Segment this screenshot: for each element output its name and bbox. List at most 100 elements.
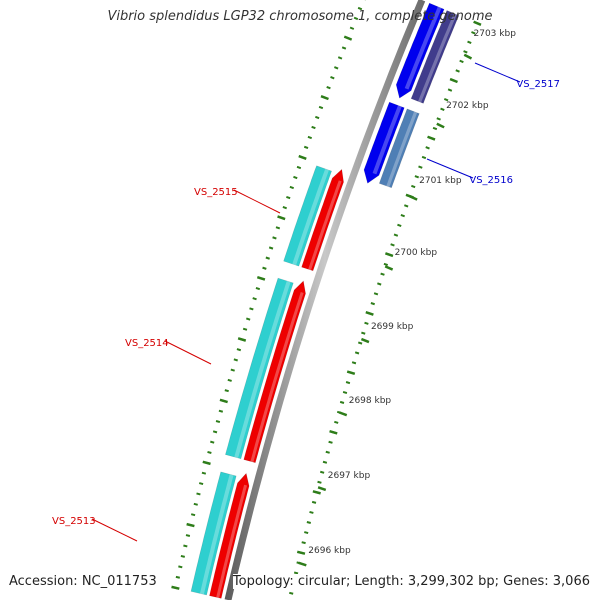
minor-tick-right [421,155,427,160]
minor-tick-right [293,571,299,575]
major-tick-right [449,77,458,84]
minor-tick-left [236,348,242,352]
minor-tick-left [318,105,324,110]
gene-arrow-vs_2516-highlight [372,105,402,175]
minor-tick-left [286,195,291,200]
minor-tick-left [349,26,355,30]
minor-tick-right [393,233,399,237]
minor-tick-left [196,492,201,496]
minor-tick-left [224,389,229,393]
minor-tick-right [440,107,445,111]
minor-tick-right [447,88,453,92]
backbone-strand [224,0,426,600]
scale-label-tick [298,561,307,567]
minor-tick-left [242,327,248,331]
cds-bar-vs_2514-highlight [234,280,291,459]
minor-tick-left [311,125,316,130]
minor-tick-left [207,450,212,454]
scale-label: 2703 kbp [474,29,517,39]
minor-tick-left [175,575,181,579]
gene-label-vs_2515: VS_2515 [194,187,238,198]
major-tick-left [219,398,228,404]
scale-label-tick [384,265,394,271]
major-tick-right [312,490,321,495]
minor-tick-right [432,126,438,131]
genome-stats-text: Topology: circular; Length: 3,299,302 bp… [232,574,590,589]
gene-label-leader [474,62,521,83]
gene-arrow-vs_2513-highlight [216,484,248,598]
gene-label-vs_2517: VS_2517 [516,79,560,90]
gene-features [190,0,460,600]
major-tick-left [202,460,211,466]
minor-tick-right [345,381,351,385]
minor-tick-left [230,368,235,372]
minor-tick-left [190,513,196,517]
minor-tick-left [218,409,224,413]
major-tick-left [171,585,180,590]
cds-bar-vs_2513 [190,471,237,596]
minor-tick-left [330,76,335,80]
minor-tick-left [303,145,309,150]
minor-tick-right [304,531,309,535]
minor-tick-left [307,135,313,140]
major-tick-right [296,550,306,555]
scale-labels: 2696 kbp 2697 kbp 2698 kbp 2699 kbp 2700 kbp… [298,29,517,567]
minor-tick-left [210,440,215,444]
minor-tick-right [373,292,379,296]
gene-label-vs_2513: VS_2513 [52,516,96,527]
major-tick-left [256,275,266,281]
minor-tick-right [455,69,460,73]
minor-tick-right [397,223,402,227]
minor-tick-left [353,16,359,21]
minor-tick-left [193,502,198,506]
cds-bar-vs_2516-highlight [386,111,418,188]
minor-tick-left [215,420,221,424]
cds-bar-vs_2515-highlight [292,168,329,266]
minor-tick-right [361,331,366,335]
minor-tick-right [364,321,369,325]
minor-tick-right [436,117,441,121]
minor-tick-left [252,297,257,301]
major-tick-left [186,522,195,528]
minor-tick-right [418,165,423,169]
scale-label: 2701 kbp [419,176,462,186]
minor-tick-left [282,206,287,210]
minor-tick-left [275,226,281,230]
gene-labels: VS_2513 VS_2514 VS_2515 VS_2516 VS_2517 [52,62,560,542]
scale-label: 2700 kbp [395,248,438,258]
cds-bar-vs_2517 [410,10,460,104]
cds-bar-vs_2515 [283,165,332,267]
minor-tick-right [317,480,322,484]
minor-tick-left [272,236,277,240]
cds-bar-vs_2514 [225,277,294,460]
minor-tick-right [309,510,314,514]
scale-label-tick [360,337,370,344]
gene-arrow-vs_2517 [395,2,445,99]
minor-tick-right [306,521,311,524]
gene-arrow-vs_2515 [301,168,344,272]
scale-label-tick [317,486,327,492]
minor-tick-right [380,272,385,276]
scale-label: 2702 kbp [446,101,489,111]
minor-tick-left [201,471,207,475]
major-tick-left [298,154,307,160]
scale-label-tick [463,53,473,60]
major-tick-right [473,20,482,26]
minor-tick-left [233,358,238,362]
minor-tick-right [467,40,472,44]
minor-tick-right [334,420,339,424]
scale-label: 2699 kbp [371,322,414,332]
cds-bar-vs_2513-highlight [199,474,234,595]
minor-tick-right [325,450,330,454]
minor-tick-right [319,470,325,474]
scale-label-tick [338,411,348,417]
minor-tick-right [342,390,348,395]
minor-tick-left [246,317,251,321]
gene-label-leader [233,189,281,214]
major-tick-right [427,135,436,141]
minor-tick-right [411,184,416,189]
minor-tick-right [425,146,430,150]
scale-label-tick [436,122,445,129]
minor-tick-right [377,282,382,286]
